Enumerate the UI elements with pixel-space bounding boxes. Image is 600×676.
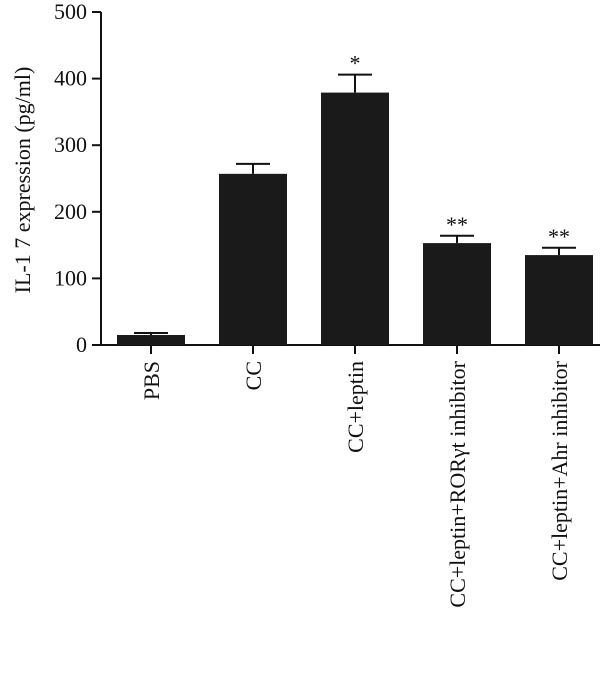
significance-label: ** [446,212,468,237]
y-tick-label: 400 [54,66,87,91]
x-tick-label: CC+leptin [343,361,368,453]
y-axis-title: IL-1 7 expression (pg/ml) [10,67,35,294]
y-tick-label: 0 [76,332,87,357]
y-tick-label: 300 [54,132,87,157]
bars: *** ** [117,51,593,345]
y-axis: 0 100 200 300 400 500 [54,0,102,357]
bar [525,255,593,345]
bar [423,243,491,345]
bar [219,173,287,345]
x-tick-label: CC [241,361,266,390]
y-tick-label: 500 [54,0,87,24]
x-tick-label: CC+leptin+Ahr inhibitor [547,360,572,580]
x-tick-label: CC+leptin+RORγt inhibitor [445,360,470,607]
y-tick-label: 100 [54,265,87,290]
y-tick-label: 200 [54,199,87,224]
significance-label: * [350,51,361,76]
x-tick-label: PBS [139,361,164,400]
bar [321,92,389,345]
x-axis: PBS CC CC+leptin CC+leptin+RORγt inhibitor C… [101,344,600,608]
bar [117,335,185,345]
significance-label: ** [548,224,570,249]
